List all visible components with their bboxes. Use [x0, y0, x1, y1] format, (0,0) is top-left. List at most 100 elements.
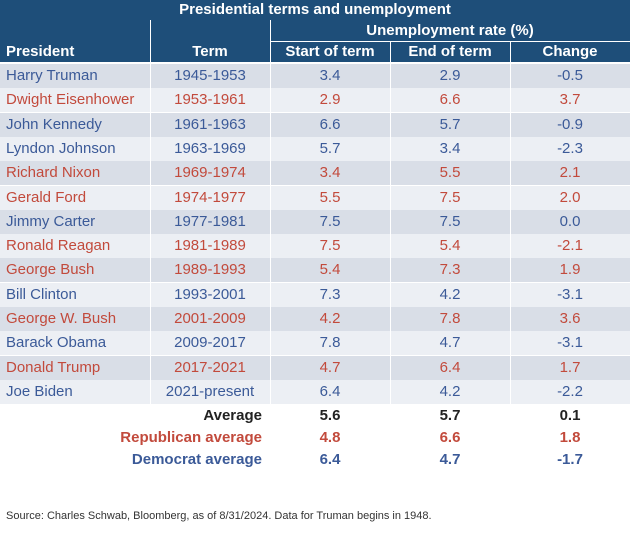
column-separator — [390, 209, 391, 234]
start-rate-cell: 4.2 — [319, 310, 341, 327]
change-cell: -2.2 — [557, 382, 583, 400]
president-name: George W. Bush — [6, 310, 117, 327]
column-separator — [150, 88, 151, 113]
col-header-term: Term — [192, 43, 228, 60]
column-separator — [390, 136, 391, 161]
start-rate-cell: 7.3 — [319, 285, 341, 303]
president-name: Jimmy Carter — [6, 212, 96, 230]
column-separator — [510, 161, 511, 186]
start-rate-cell: 4.7 — [319, 358, 341, 376]
president-name: Dwight Eisenhower — [6, 91, 135, 109]
column-separator — [270, 307, 271, 331]
column-separator — [270, 355, 271, 380]
column-separator — [510, 234, 511, 259]
column-separator — [390, 355, 391, 380]
column-separator — [510, 136, 511, 161]
column-separator — [510, 282, 511, 307]
column-separator — [510, 112, 511, 137]
end-rate-cell: 5.5 — [439, 164, 461, 182]
table-row: Lyndon Johnson 1963-1969 5.7 3.4 -2.3 — [0, 136, 630, 161]
column-separator — [510, 379, 511, 404]
header-divider — [390, 41, 391, 62]
column-separator — [150, 307, 151, 331]
column-separator — [510, 185, 511, 210]
term-cell: 1945-1953 — [174, 67, 246, 84]
column-separator — [150, 282, 151, 307]
president-name: Richard Nixon — [6, 164, 101, 182]
term-cell: 2009-2017 — [174, 334, 246, 352]
column-separator — [270, 112, 271, 137]
column-separator — [150, 379, 151, 404]
start-rate-cell: 5.5 — [319, 188, 341, 206]
column-separator — [270, 258, 271, 283]
summary-end-value: 4.7 — [439, 451, 461, 469]
end-rate-cell: 6.4 — [439, 358, 461, 376]
summary-label: Republican average — [120, 429, 262, 447]
table-row: Dwight Eisenhower 1953-1961 2.9 6.6 3.7 — [0, 88, 630, 113]
table-row: George W. Bush 2001-2009 4.2 7.8 3.6 — [0, 307, 630, 331]
term-cell: 2021-present — [165, 382, 255, 400]
change-cell: -0.9 — [557, 115, 583, 133]
header-divider — [510, 41, 511, 62]
summary-change-value: 1.8 — [559, 429, 581, 447]
column-separator — [390, 64, 391, 88]
change-cell: -2.3 — [557, 139, 583, 157]
end-rate-cell: 7.8 — [439, 310, 461, 327]
column-separator — [270, 379, 271, 404]
start-rate-cell: 5.4 — [319, 261, 341, 279]
table-title: Presidential terms and unemployment — [0, 0, 630, 20]
change-cell: -0.5 — [557, 67, 583, 84]
column-separator — [390, 331, 391, 356]
end-rate-cell: 5.7 — [439, 115, 461, 133]
table-row: Jimmy Carter 1977-1981 7.5 7.5 0.0 — [0, 209, 630, 234]
column-separator — [510, 258, 511, 283]
end-rate-cell: 4.2 — [439, 382, 461, 400]
summary-label: Democrat average — [131, 451, 262, 469]
term-cell: 1963-1969 — [174, 139, 246, 157]
change-cell: -2.1 — [557, 237, 583, 255]
term-cell: 1993-2001 — [174, 285, 246, 303]
end-rate-cell: 7.5 — [439, 212, 461, 230]
column-separator — [270, 161, 271, 186]
column-separator — [150, 112, 151, 137]
change-cell: 1.9 — [559, 261, 581, 279]
col-header-start: Start of term — [285, 43, 375, 60]
start-rate-cell: 3.4 — [319, 164, 341, 182]
column-separator — [390, 282, 391, 307]
end-rate-cell: 4.7 — [439, 334, 461, 352]
column-separator — [270, 136, 271, 161]
change-cell: 0.0 — [559, 212, 581, 230]
header-divider — [150, 20, 151, 62]
column-separator — [390, 258, 391, 283]
change-cell: -3.1 — [557, 334, 583, 352]
column-separator — [390, 88, 391, 113]
table-row: Ronald Reagan 1981-1989 7.5 5.4 -2.1 — [0, 234, 630, 259]
column-separator — [270, 234, 271, 259]
president-name: John Kennedy — [6, 115, 102, 133]
end-rate-cell: 2.9 — [439, 67, 461, 84]
column-separator — [390, 307, 391, 331]
column-separator — [390, 234, 391, 259]
col-header-end: End of term — [408, 43, 492, 60]
column-separator — [270, 331, 271, 356]
col-header-president: President — [6, 43, 75, 60]
term-cell: 1974-1977 — [174, 188, 246, 206]
column-separator — [150, 234, 151, 259]
table-row: Bill Clinton 1993-2001 7.3 4.2 -3.1 — [0, 282, 630, 307]
end-rate-cell: 5.4 — [439, 237, 461, 255]
president-name: Bill Clinton — [6, 285, 77, 303]
summary-start-value: 4.8 — [319, 429, 341, 447]
column-separator — [150, 161, 151, 186]
column-separator — [510, 88, 511, 113]
change-cell: 2.1 — [559, 164, 581, 182]
summary-end-value: 5.7 — [439, 407, 461, 425]
source-note: Source: Charles Schwab, Bloomberg, as of… — [6, 510, 432, 522]
president-name: Barack Obama — [6, 334, 107, 352]
president-name: Lyndon Johnson — [6, 139, 116, 157]
term-cell: 1961-1963 — [174, 115, 246, 133]
summary-row: Average 5.6 5.7 0.1 — [0, 405, 630, 428]
term-cell: 1953-1961 — [174, 91, 246, 109]
column-separator — [150, 331, 151, 356]
president-name: Donald Trump — [6, 358, 101, 376]
